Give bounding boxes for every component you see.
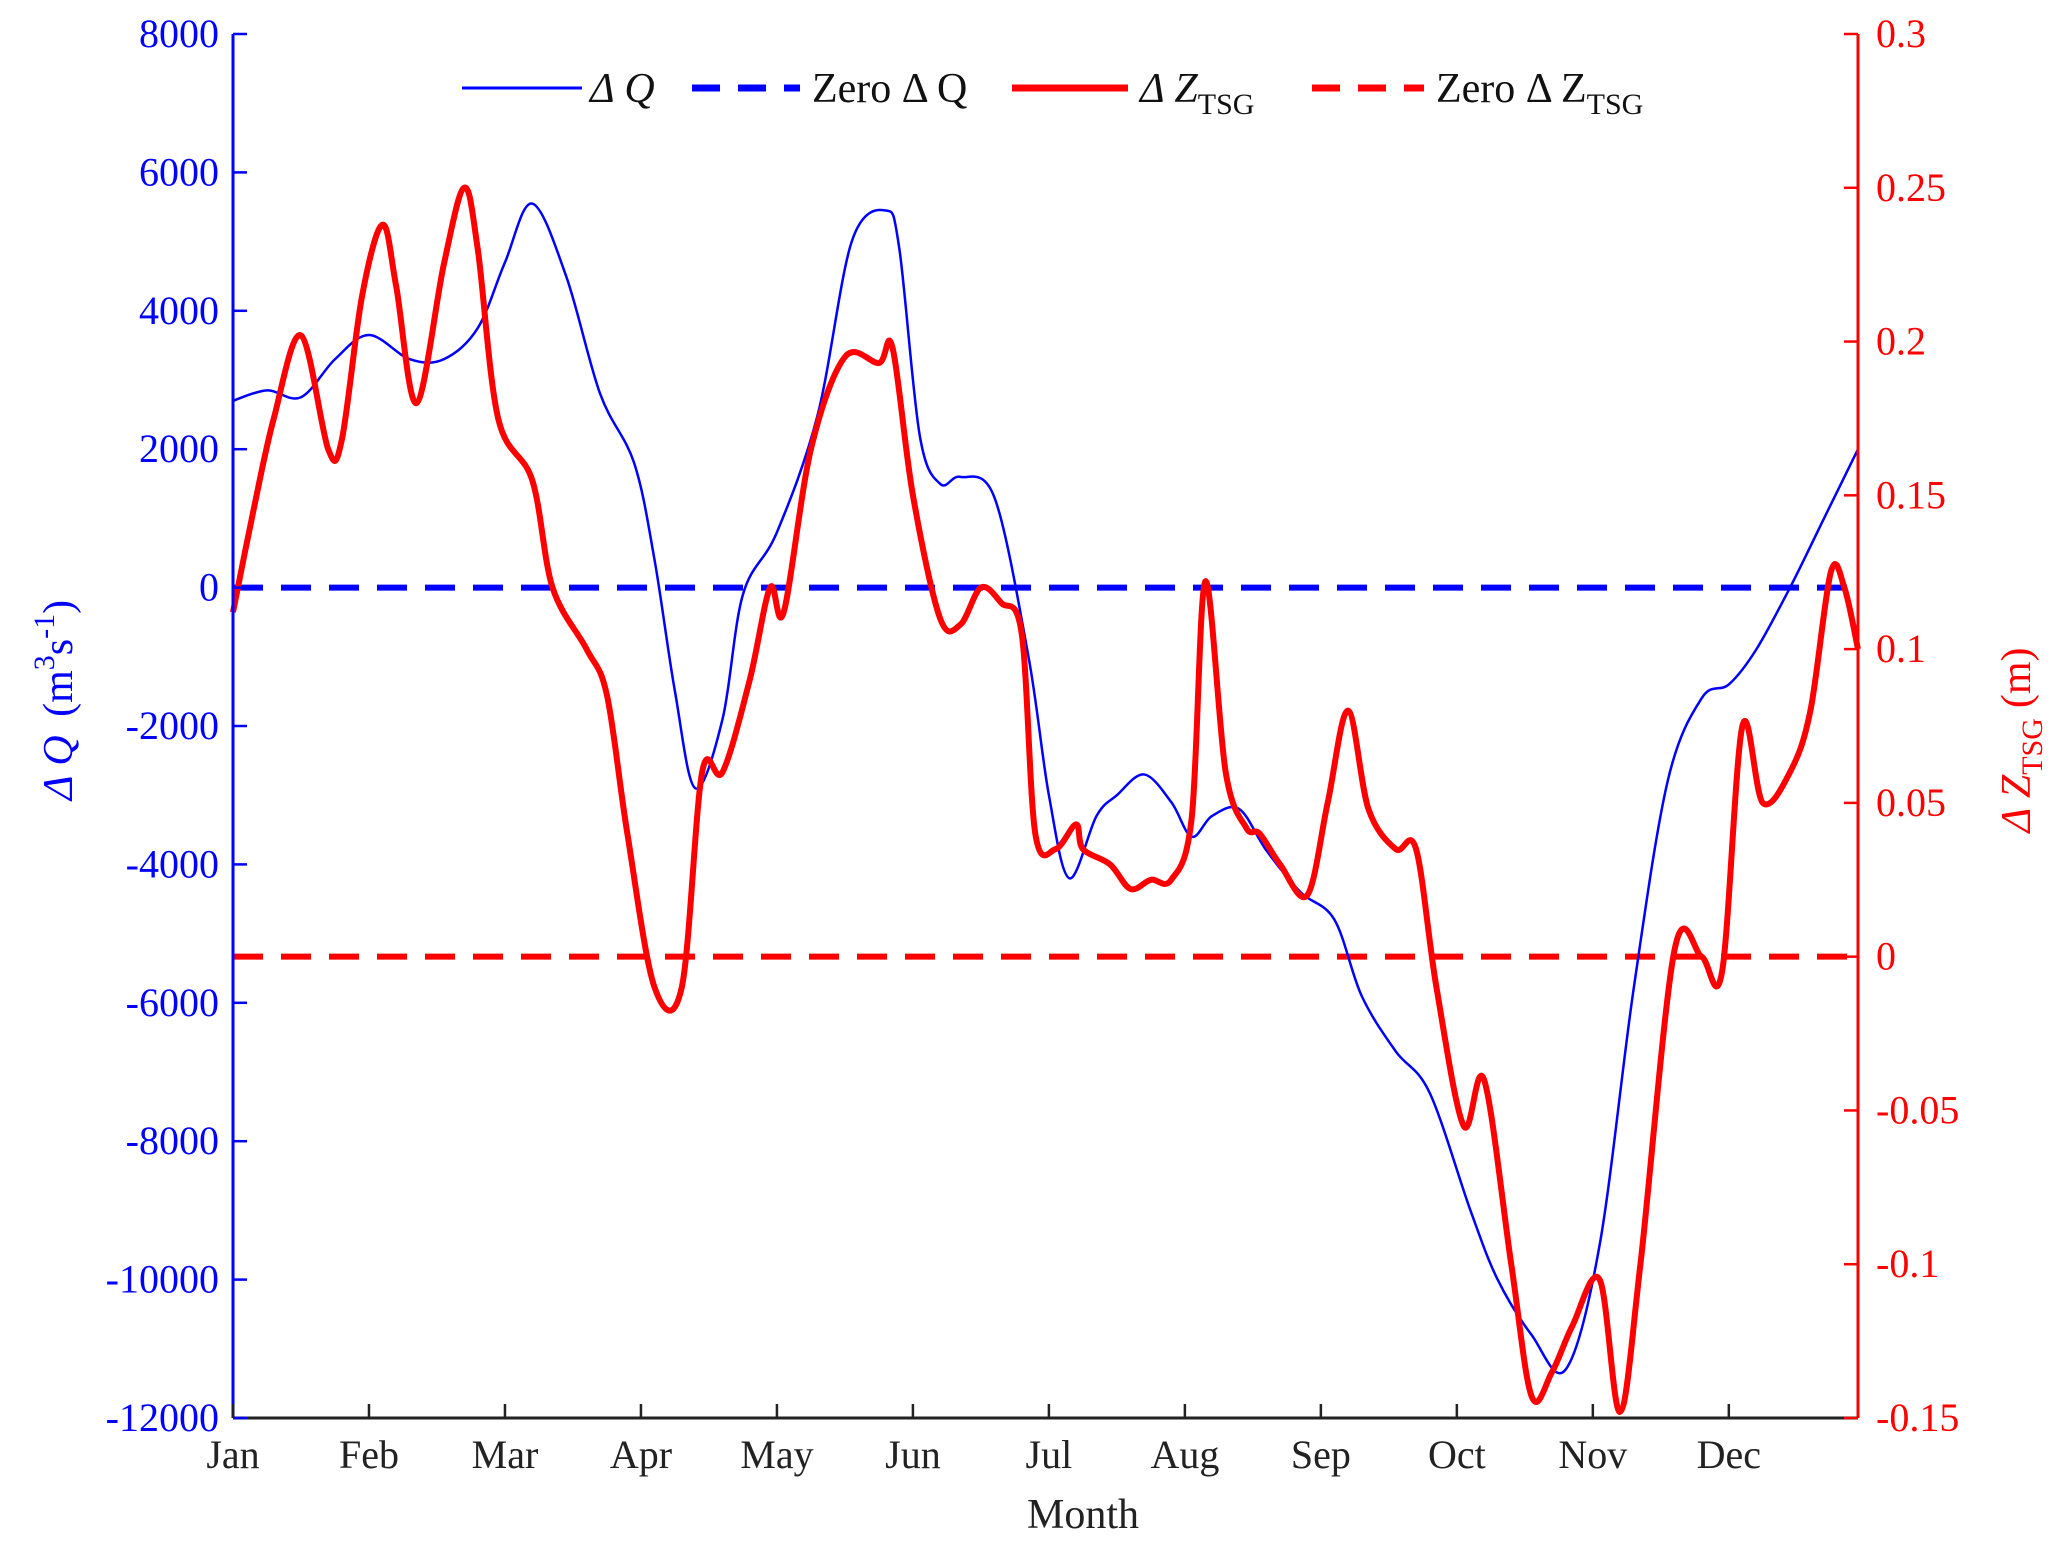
y-label-left-unit-base: (m [36,670,82,717]
legend-label-zero-dz: Zero Δ ZTSG [1436,66,1643,121]
y-axis-label-left: Δ Q (m3s-1) [28,600,82,802]
y-label-right-subscript: TSG [2016,718,2049,775]
x-tick-label: Apr [610,1432,672,1477]
y-tick-left-label: -12000 [106,1395,219,1440]
y-tick-right-label: -0.15 [1876,1395,1959,1440]
y-label-left-unit-mid: s [36,639,82,655]
y-tick-left-label: 0 [199,565,219,610]
legend-label-dz-sub: TSG [1198,88,1255,121]
plot-area [230,184,1861,1415]
y-tick-left-label: -8000 [126,1118,219,1163]
y-tick-right-label: 0.2 [1876,319,1926,364]
y-tick-right-label: 0.25 [1876,165,1946,210]
y-tick-right-label: 0.3 [1876,11,1926,56]
svg-text:Δ ZTSG(m): Δ ZTSG (m) [1994,647,2049,834]
y-tick-left-label: -10000 [106,1257,219,1302]
svg-text:Δ Q (m3s-1): Δ Q (m3s-1) [28,600,82,802]
legend-label-zero-dz-sub: TSG [1587,88,1644,121]
series-layer [230,184,1861,1415]
y-tick-left-label: 4000 [139,288,219,333]
y-tick-left-label: 2000 [139,426,219,471]
y-tick-right-label: -0.05 [1876,1087,1959,1132]
x-axis-label: Month [1027,1492,1139,1538]
x-tick-label: Jan [206,1432,259,1477]
legend-label-zero-dz-prefix: Zero Δ Z [1436,66,1587,112]
y-label-right-unit: (m) [1994,647,2040,708]
y-tick-left-label: -6000 [126,980,219,1025]
y-tick-right-label: 0.1 [1876,626,1926,671]
y-label-left-unit-close: ) [36,600,82,614]
tick-layer: 8000 6000 4000 2000 0 -2000 -4000 -6000 -8000 -10… [106,11,1960,1477]
y-tick-left-label: 6000 [139,149,219,194]
y-tick-left-label: -2000 [126,703,219,748]
y-label-left-symbol: Δ Q [36,735,82,802]
x-tick-label: Feb [339,1432,399,1477]
legend-label-dq: Δ Q [588,66,655,112]
y-label-left-unit-exp2: -1 [28,614,61,639]
x-tick-label: Jul [1026,1432,1073,1477]
x-tick-label: Aug [1150,1432,1219,1477]
x-tick-label: Nov [1558,1432,1627,1477]
x-tick-label: Oct [1428,1432,1486,1477]
y-label-right-symbol: Δ Z [1994,774,2040,834]
x-tick-label: Sep [1291,1432,1351,1477]
y-tick-right-label: 0.15 [1876,472,1946,517]
x-tick-label: Mar [472,1432,539,1477]
legend-label-zero-dq: Zero Δ Q [812,66,967,112]
series-delta-q [232,202,1860,1375]
y-tick-right-label: 0.05 [1876,780,1946,825]
legend-label-dz: Δ ZTSG [1138,66,1254,121]
x-tick-label: Dec [1697,1432,1761,1477]
y-tick-right-label: 0 [1876,934,1896,979]
y-tick-right-label: -0.1 [1876,1241,1939,1286]
series-delta-z-tsg [230,184,1861,1415]
y-axis-label-right: Δ ZTSG (m) [1994,647,2049,834]
x-tick-label: Jun [885,1432,941,1477]
legend-label-dz-prefix: Δ Z [1138,66,1198,112]
y-label-left-unit-exp1: 3 [28,655,61,670]
y-tick-left-label: -4000 [126,841,219,886]
y-tick-left-label: 8000 [139,11,219,56]
legend: Δ Q Zero Δ Q Δ ZTSG Zero Δ ZTSG [462,66,1643,121]
x-tick-label: May [740,1432,813,1477]
